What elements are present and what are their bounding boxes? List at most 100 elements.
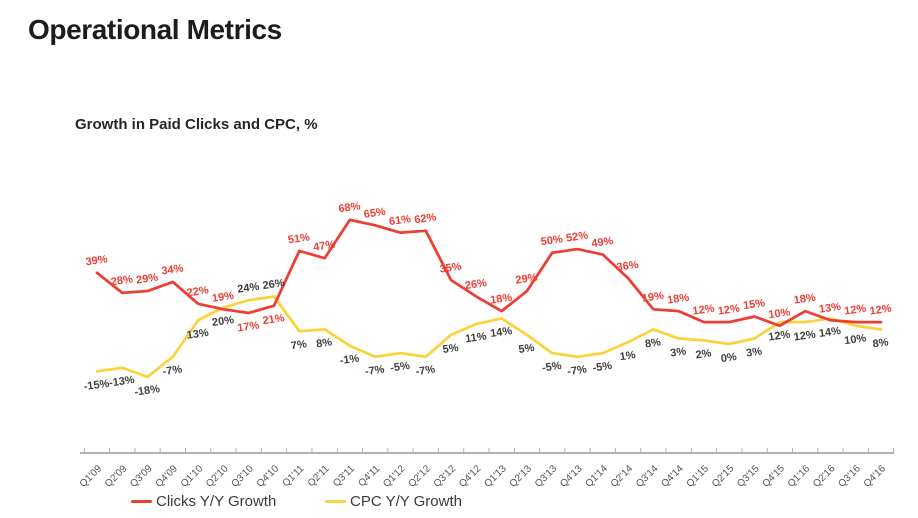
clicks-data-label: 50%	[540, 233, 564, 248]
x-tick-label: Q1'15	[685, 463, 712, 490]
x-tick-label: Q3'09	[128, 463, 155, 490]
cpc-data-label: -1%	[339, 353, 360, 368]
x-tick-label: Q3'13	[533, 463, 560, 490]
clicks-data-label: 68%	[338, 200, 362, 215]
x-tick-label: Q4'12	[457, 463, 484, 490]
clicks-data-label: 35%	[439, 261, 463, 276]
x-tick-label: Q1'12	[381, 463, 408, 490]
x-tick-label: Q3'10	[229, 463, 256, 490]
cpc-data-label: 8%	[315, 336, 333, 350]
clicks-data-label: 19%	[641, 290, 665, 305]
x-tick-label: Q2'09	[103, 463, 130, 490]
cpc-data-label: -7%	[364, 363, 385, 378]
cpc-data-label: 24%	[237, 281, 261, 296]
chart-subtitle: Growth in Paid Clicks and CPC, %	[75, 116, 318, 133]
cpc-data-label: -13%	[108, 374, 135, 389]
x-tick-label: Q2'10	[204, 463, 231, 490]
legend-item-cpc: CPC Y/Y Growth	[325, 492, 462, 510]
cpc-data-label: 0%	[720, 351, 738, 365]
x-tick-label: Q4'09	[154, 463, 181, 490]
page-title: Operational Metrics	[28, 14, 282, 45]
cpc-data-label: 5%	[518, 342, 536, 356]
clicks-data-label: 19%	[211, 290, 235, 305]
clicks-data-label: 29%	[135, 272, 159, 287]
cpc-data-label: 5%	[442, 342, 460, 356]
x-tick-label: Q2'12	[406, 463, 433, 490]
clicks-data-label: 47%	[312, 239, 336, 254]
clicks-data-label: 26%	[464, 277, 488, 292]
legend-label-clicks: Clicks Y/Y Growth	[156, 492, 277, 510]
clicks-data-label: 12%	[717, 303, 741, 318]
clicks-data-label: 18%	[793, 292, 817, 307]
cpc-data-label: 8%	[644, 336, 662, 350]
clicks-data-label: 22%	[186, 284, 210, 299]
cpc-line	[95, 295, 883, 379]
x-tick-label: Q1'13	[482, 463, 509, 490]
clicks-data-label: 36%	[616, 259, 640, 274]
clicks-data-label: 12%	[692, 303, 716, 318]
x-tick-label: Q2'13	[508, 463, 535, 490]
clicks-data-label: 62%	[414, 211, 438, 226]
cpc-data-label: -18%	[134, 383, 161, 398]
cpc-data-label: 20%	[211, 314, 235, 329]
clicks-data-label: 34%	[161, 262, 185, 277]
cpc-data-label: 3%	[745, 345, 763, 359]
cpc-data-label: -7%	[567, 363, 588, 378]
cpc-data-label: -5%	[592, 360, 613, 375]
x-tick-label: Q4'14	[659, 463, 686, 490]
clicks-data-label: 29%	[515, 272, 539, 287]
clicks-line-swatch	[131, 499, 152, 503]
x-tick-label: Q4'10	[255, 463, 282, 490]
cpc-line-swatch	[325, 499, 346, 503]
clicks-data-label: 51%	[287, 231, 311, 246]
cpc-data-label: 2%	[695, 347, 713, 361]
x-tick-label: Q2'16	[811, 463, 838, 490]
cpc-data-label: 13%	[186, 327, 210, 342]
clicks-data-label: 18%	[667, 292, 691, 307]
x-tick-label: Q4'11	[356, 463, 382, 489]
x-tick-label: Q1'16	[786, 463, 813, 490]
x-tick-label: Q4'15	[761, 463, 788, 490]
cpc-data-label: -5%	[541, 360, 562, 375]
legend-item-clicks: Clicks Y/Y Growth	[131, 492, 277, 510]
cpc-data-label: 3%	[670, 345, 688, 359]
clicks-data-label: 61%	[388, 213, 412, 228]
cpc-data-label: -7%	[162, 363, 183, 378]
clicks-data-label: 65%	[363, 206, 387, 221]
x-tick-label: Q3'16	[836, 463, 863, 490]
clicks-line	[95, 218, 883, 328]
x-tick-label: Q2'11	[306, 463, 332, 489]
x-tick-label: Q3'12	[432, 463, 459, 490]
clicks-data-label: 18%	[489, 292, 513, 307]
x-tick-label: Q1'14	[583, 463, 610, 490]
clicks-data-label: 13%	[818, 301, 842, 316]
cpc-data-label: 11%	[464, 330, 487, 345]
clicks-data-label: 49%	[591, 235, 615, 250]
cpc-data-label: 12%	[793, 329, 817, 344]
clicks-data-label: 10%	[768, 306, 792, 321]
clicks-data-label: 39%	[85, 253, 109, 268]
x-tick-label: Q2'15	[710, 463, 737, 490]
x-tick-label: Q1'11	[281, 463, 307, 489]
clicks-data-label: 12%	[869, 303, 893, 318]
legend-label-cpc: CPC Y/Y Growth	[350, 492, 462, 510]
clicks-data-label: 21%	[262, 312, 286, 327]
cpc-data-label: 14%	[818, 325, 842, 340]
x-tick-label: Q4'13	[558, 463, 585, 490]
cpc-data-label: 12%	[768, 329, 792, 344]
x-tick-label: Q2'14	[609, 463, 636, 490]
cpc-data-label: 8%	[872, 336, 890, 350]
x-tick-label: Q3'15	[735, 463, 762, 490]
cpc-data-label: -5%	[390, 360, 411, 375]
clicks-data-label: 28%	[110, 273, 134, 288]
cpc-data-label: 10%	[844, 332, 868, 347]
clicks-data-label: 12%	[844, 303, 868, 318]
growth-line-chart: Q1'09Q2'09Q3'09Q4'09Q1'10Q2'10Q3'10Q4'10…	[78, 200, 895, 490]
cpc-data-label: 1%	[619, 349, 637, 363]
cpc-data-label: 14%	[489, 325, 513, 340]
cpc-data-label: 7%	[290, 338, 308, 352]
x-tick-label: Q3'11	[331, 463, 357, 489]
x-tick-label: Q3'14	[634, 463, 661, 490]
x-tick-label: Q1'10	[179, 463, 206, 490]
